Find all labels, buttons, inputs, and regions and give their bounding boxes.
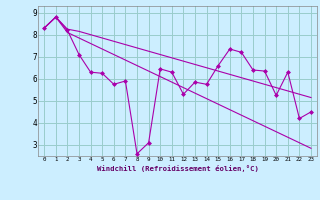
X-axis label: Windchill (Refroidissement éolien,°C): Windchill (Refroidissement éolien,°C) [97, 165, 259, 172]
